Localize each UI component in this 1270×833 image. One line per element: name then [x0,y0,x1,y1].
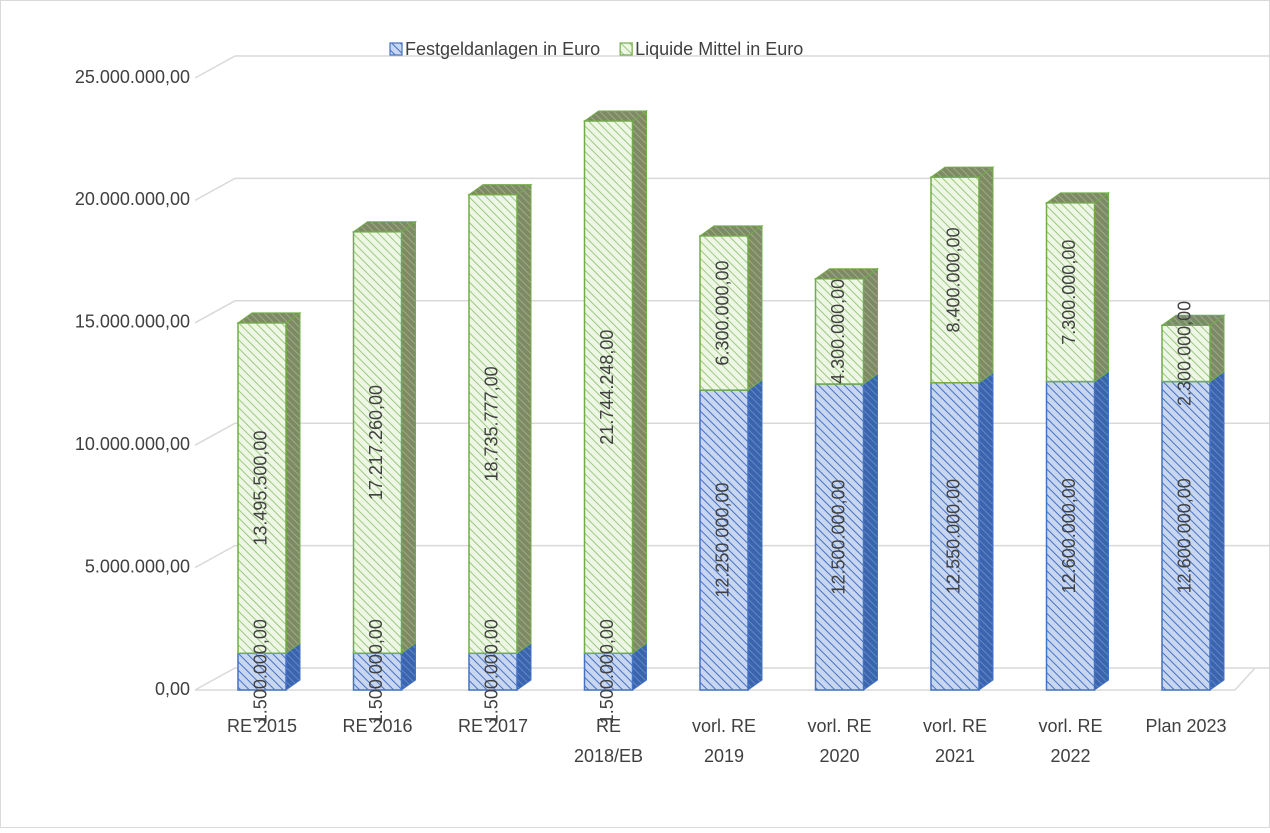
data-label: 8.400.000,00 [944,227,964,332]
legend-swatch [389,42,403,56]
data-label: 7.300.000,00 [1059,240,1079,345]
y-tick-label: 15.000.000,00 [75,312,190,332]
grid-line [194,55,1270,79]
bar-top [698,225,764,237]
x-tick-label: vorl. RE 2020 [807,716,871,766]
bar-top [1160,314,1226,326]
x-tick-label: RE 2018/EB [574,716,643,766]
bar [583,120,634,655]
x-tick-label: RE 2017 [458,716,528,736]
bar [237,652,287,691]
floor-edge [195,667,1256,691]
data-label: 12.600.000,00 [1059,478,1079,593]
data-label: 2.300.000,00 [1175,301,1195,406]
y-tick-label: 0,00 [155,679,190,699]
grid-line [194,300,1270,324]
bar-top [467,184,533,196]
bar [930,176,980,384]
grid-line [194,422,1270,446]
bar [699,235,749,391]
y-tick-label: 20.000.000,00 [75,189,190,209]
data-label: 1.500.000,00 [482,619,502,724]
x-tick-label: Plan 2023 [1145,716,1226,736]
bar-top [813,268,880,280]
bar-top [1044,192,1111,204]
data-label: 21.744.248,00 [597,330,617,445]
data-label: 12.550.000,00 [944,479,964,594]
bar-top [351,221,418,233]
bar-side [285,311,301,655]
bar [699,389,749,691]
bar-side [632,110,647,655]
x-tick-label: vorl. RE 2019 [692,716,756,766]
data-label: 6.300.000,00 [713,260,733,365]
data-label: 4.300.000,00 [828,279,848,384]
legend-label: Liquide Mittel in Euro [635,39,803,59]
data-label: 12.250.000,00 [713,482,733,597]
grid-line [194,544,1270,569]
grid-line [194,667,1270,691]
bar-top [929,166,995,178]
x-tick-label: vorl. RE 2021 [923,716,987,766]
bar [237,322,287,655]
bar-side [978,371,994,691]
data-label: 12.500.000,00 [828,479,848,594]
data-label: 1.500.000,00 [366,619,386,724]
bar-side [747,379,763,691]
bar [1045,202,1096,383]
data-label: 13.495.500,00 [251,431,271,546]
bar [468,193,518,655]
bar-side [1209,314,1225,383]
legend-label: Festgeldanlagen in Euro [405,39,600,59]
bar [814,277,865,385]
legend-swatch [619,42,633,56]
bar [1161,380,1211,691]
x-tick-label: RE 2016 [342,716,412,736]
bar-side [978,166,994,384]
bar-side [1094,191,1109,383]
data-label: 18.735.777,00 [482,366,502,481]
bar-side [1094,370,1109,691]
bar-side [401,220,416,655]
data-label: 1.500.000,00 [251,619,271,724]
bar-side [516,183,532,655]
bar-side [863,267,878,385]
bar [468,652,518,691]
x-tick-label: vorl. RE 2022 [1038,716,1102,766]
bar-side [1209,370,1225,691]
y-tick-label: 5.000.000,00 [85,556,190,576]
bar-top [582,110,649,122]
y-tick-label: 25.000.000,00 [75,67,190,87]
data-label: 17.217.260,00 [366,385,386,500]
y-tick-label: 10.000.000,00 [75,434,190,454]
bar-side [863,373,878,691]
grid-line [194,177,1270,202]
x-tick-label: RE 2015 [227,716,297,736]
data-label: 1.500.000,00 [597,619,617,724]
data-label: 12.600.000,00 [1175,478,1195,593]
bar-side [747,224,763,392]
bar-top [236,312,302,324]
bar [814,383,865,691]
